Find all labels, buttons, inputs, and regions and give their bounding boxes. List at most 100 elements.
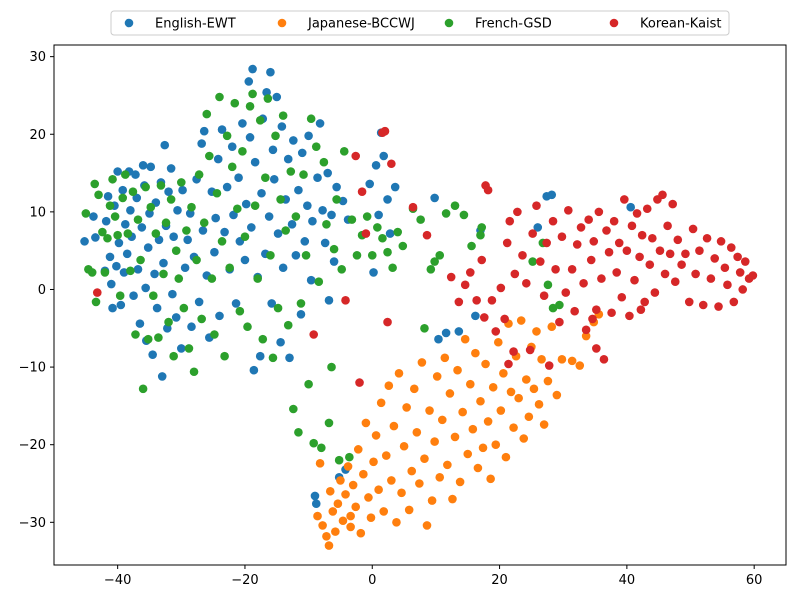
scatter-point	[171, 313, 181, 322]
legend-label: French-GSD	[475, 17, 552, 32]
scatter-point	[632, 209, 642, 218]
scatter-point	[183, 235, 192, 245]
scatter-point	[347, 215, 357, 224]
scatter-point	[525, 345, 535, 355]
scatter-point	[581, 325, 591, 335]
scatter-point	[519, 434, 529, 443]
scatter-point	[159, 269, 168, 279]
scatter-point	[296, 310, 306, 319]
scatter-point	[241, 199, 251, 209]
x-tick-label: 0	[368, 573, 376, 588]
scatter-point	[640, 297, 649, 307]
scatter-point	[285, 353, 294, 363]
scatter-point	[110, 212, 120, 221]
scatter-point	[384, 381, 394, 391]
scatter-point	[300, 237, 310, 246]
scatter-point	[572, 240, 582, 249]
scatter-point	[443, 460, 452, 470]
scatter-point	[385, 229, 395, 238]
scatter-point	[435, 473, 445, 482]
scatter-point	[570, 306, 579, 316]
scatter-point	[625, 311, 634, 321]
scatter-point	[387, 476, 396, 485]
scatter-point	[446, 272, 456, 282]
scatter-point	[269, 174, 279, 184]
scatter-point	[542, 238, 551, 248]
scatter-point	[547, 322, 557, 332]
scatter-point	[537, 355, 546, 364]
scatter-point	[366, 513, 376, 522]
scatter-point	[416, 215, 425, 224]
y-tick-label: 20	[29, 128, 46, 143]
scatter-point	[472, 296, 481, 305]
scatter-point	[695, 246, 704, 255]
y-tick-label: 10	[29, 205, 46, 220]
scatter-point	[399, 441, 409, 451]
scatter-point	[528, 229, 537, 238]
scatter-point	[247, 223, 256, 232]
scatter-point	[379, 507, 389, 516]
scatter-point	[630, 275, 639, 285]
scatter-point	[108, 303, 117, 313]
scatter-point	[609, 216, 619, 226]
scatter-point	[303, 201, 312, 210]
scatter-point	[168, 289, 177, 299]
scatter-point	[180, 263, 190, 273]
scatter-point	[388, 263, 397, 273]
scatter-point	[378, 233, 387, 243]
scatter-point	[266, 67, 275, 77]
scatter-point	[115, 291, 125, 300]
scatter-point	[564, 206, 573, 215]
scatter-point	[250, 201, 260, 210]
scatter-point	[80, 237, 89, 246]
y-tick-label: −30	[19, 516, 46, 531]
scatter-point	[261, 173, 270, 183]
scatter-point	[91, 297, 101, 307]
scatter-point	[137, 223, 147, 232]
scatter-point	[329, 244, 339, 254]
scatter-point	[392, 518, 401, 527]
scatter-point	[440, 353, 450, 363]
scatter-point	[131, 170, 140, 179]
scatter-point	[367, 251, 377, 260]
scatter-point	[289, 136, 298, 145]
scatter-point	[673, 235, 683, 245]
scatter-point	[120, 219, 130, 229]
scatter-point	[94, 190, 103, 200]
scatter-point	[210, 247, 219, 257]
scatter-point	[617, 292, 627, 302]
scatter-point	[352, 251, 362, 260]
scatter-point	[327, 362, 336, 372]
scatter-point	[373, 223, 382, 232]
scatter-point	[467, 241, 476, 251]
scatter-point	[389, 421, 399, 431]
scatter-point	[152, 303, 162, 313]
scatter-point	[357, 187, 367, 196]
scatter-point	[710, 254, 720, 263]
scatter-point	[539, 420, 549, 429]
scatter-point	[599, 355, 609, 364]
scatter-point	[346, 522, 355, 532]
scatter-point	[394, 369, 404, 378]
scatter-point	[159, 258, 168, 268]
scatter-point	[150, 269, 159, 279]
scatter-point	[248, 64, 257, 74]
scatter-point	[733, 252, 742, 262]
scatter-point	[383, 317, 392, 327]
scatter-point	[308, 216, 317, 226]
scatter-point	[380, 126, 390, 136]
scatter-point	[348, 480, 358, 490]
scatter-point	[465, 379, 475, 389]
scatter-point	[197, 139, 206, 148]
scatter-point	[324, 296, 334, 305]
scatter-point	[532, 201, 541, 210]
scatter-point	[253, 274, 262, 283]
scatter-point	[698, 300, 708, 310]
scatter-point	[324, 418, 334, 428]
y-tick-label: −10	[19, 361, 46, 376]
scatter-point	[199, 126, 209, 136]
scatter-point	[552, 390, 562, 400]
scatter-point	[612, 268, 621, 277]
scatter-point	[222, 131, 232, 141]
scatter-point	[231, 299, 241, 308]
